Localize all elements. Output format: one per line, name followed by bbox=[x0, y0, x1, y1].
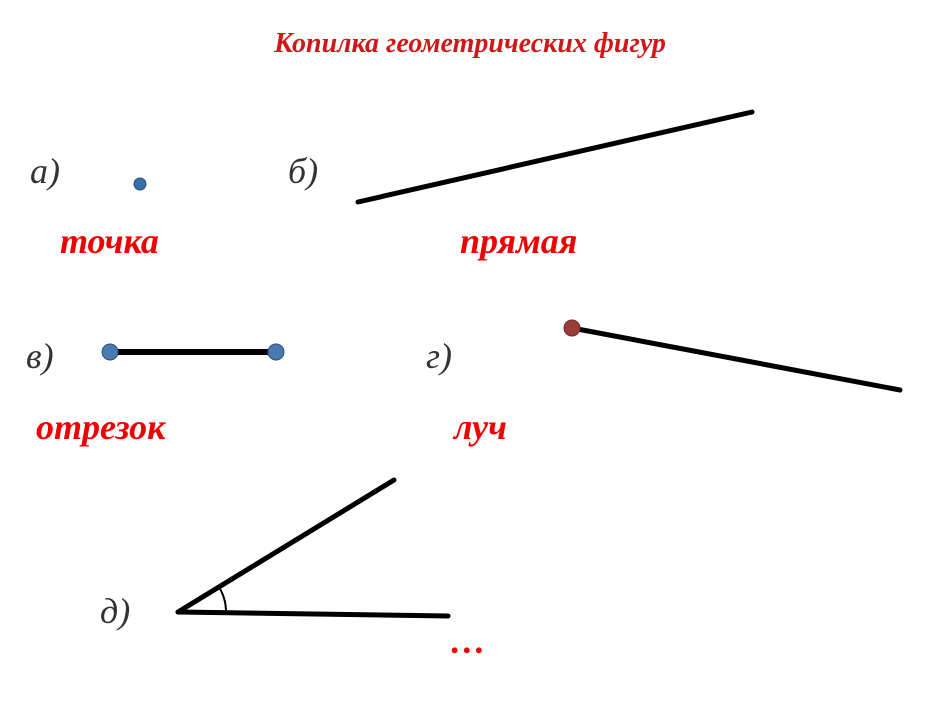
item-b-letter: б) bbox=[288, 150, 318, 192]
item-e-label: … bbox=[450, 620, 486, 662]
item-c-label: отрезок bbox=[36, 406, 165, 448]
point-shape bbox=[134, 178, 146, 190]
angle-ray-2 bbox=[178, 480, 394, 612]
angle-arc bbox=[219, 587, 226, 613]
angle-ray-1 bbox=[178, 612, 448, 616]
item-b-label: прямая bbox=[460, 220, 577, 262]
shapes-layer bbox=[0, 0, 940, 705]
ray-origin bbox=[564, 320, 580, 336]
line-shape bbox=[358, 112, 752, 202]
item-c-letter: в) bbox=[26, 335, 54, 377]
item-a-letter: а) bbox=[30, 150, 60, 192]
item-a-label: точка bbox=[60, 220, 159, 262]
item-d-letter: г) bbox=[426, 335, 452, 377]
item-e-letter: д) bbox=[100, 590, 130, 632]
ray-line bbox=[572, 328, 900, 390]
segment-endpoint-left bbox=[102, 344, 118, 360]
page-title: Копилка геометрических фигур bbox=[274, 28, 666, 60]
segment-endpoint-right bbox=[268, 344, 284, 360]
item-d-label: луч bbox=[454, 406, 507, 448]
